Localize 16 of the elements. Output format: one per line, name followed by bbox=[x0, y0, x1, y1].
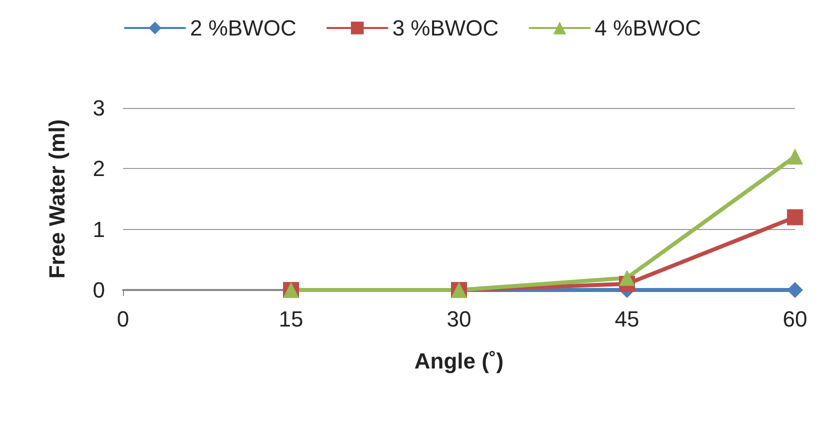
x-tick-label: 30 bbox=[446, 306, 472, 332]
point bbox=[787, 209, 803, 226]
y-tick-label: 1 bbox=[92, 216, 105, 242]
legend-label: 3 %BWOC bbox=[392, 16, 499, 40]
legend-label: 2 %BWOC bbox=[190, 16, 296, 40]
legend-label: 4 %BWOC bbox=[594, 16, 702, 40]
x-tick-label: 0 bbox=[116, 306, 130, 332]
y-tick-label: 0 bbox=[92, 278, 105, 302]
x-tick-label: 60 bbox=[782, 306, 808, 332]
point bbox=[787, 282, 803, 298]
y-axis-title: Free Water (ml) bbox=[44, 119, 70, 279]
x-tick-label: 15 bbox=[278, 306, 304, 332]
y-tick-label: 2 bbox=[92, 156, 105, 182]
y-tick-label: 3 bbox=[92, 96, 105, 120]
x-axis-title: Angle (˚) bbox=[414, 348, 504, 374]
x-tick-label: 45 bbox=[614, 306, 640, 332]
